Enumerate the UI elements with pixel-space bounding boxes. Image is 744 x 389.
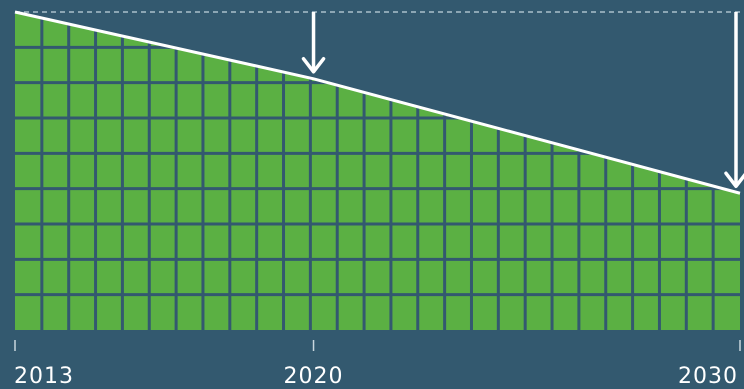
arrow-down-icon <box>301 12 326 74</box>
x-tick-label: 2030 <box>678 364 738 389</box>
x-axis-ticks: 2013 2020 2030 <box>14 340 741 389</box>
x-tick-label: 2020 <box>284 364 344 389</box>
arrow-down-icon <box>724 12 744 189</box>
arrow-head <box>724 171 744 189</box>
arrow-annotations <box>301 12 744 189</box>
arrow-head <box>301 57 326 74</box>
x-tick-label: 2013 <box>14 364 74 389</box>
grid-lines <box>15 12 740 330</box>
series-line <box>14 10 741 195</box>
